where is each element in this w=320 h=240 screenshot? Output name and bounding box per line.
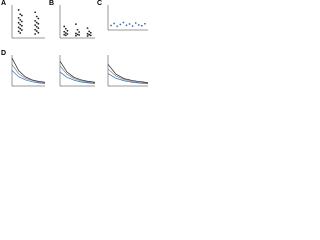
point xyxy=(122,21,125,24)
point xyxy=(86,27,89,29)
point xyxy=(35,30,38,32)
point xyxy=(37,27,40,29)
series-line xyxy=(59,65,96,84)
point xyxy=(137,24,140,26)
series-line xyxy=(107,64,149,83)
point xyxy=(20,24,23,27)
point xyxy=(35,25,38,28)
point xyxy=(113,22,116,25)
panel-label: A xyxy=(1,0,6,7)
point xyxy=(63,33,66,36)
point xyxy=(131,25,134,27)
series-line xyxy=(59,71,96,84)
series-line xyxy=(59,61,96,83)
point xyxy=(89,34,92,37)
point xyxy=(88,30,91,33)
point xyxy=(19,23,22,26)
point xyxy=(116,25,119,28)
point xyxy=(34,33,37,35)
point xyxy=(134,22,137,24)
point xyxy=(19,32,22,34)
point xyxy=(35,15,38,18)
point xyxy=(86,35,89,37)
point xyxy=(75,32,77,35)
series-line xyxy=(11,64,46,84)
point xyxy=(35,21,38,24)
point xyxy=(37,22,40,25)
point xyxy=(75,23,77,26)
point xyxy=(76,28,79,31)
point xyxy=(37,31,40,34)
point xyxy=(66,33,69,35)
point xyxy=(34,28,37,31)
point xyxy=(17,21,20,24)
point xyxy=(86,32,89,35)
point xyxy=(64,27,67,30)
point xyxy=(34,11,37,14)
series-line xyxy=(11,70,46,84)
point xyxy=(64,34,67,37)
point xyxy=(128,23,131,25)
panel-label: C xyxy=(97,0,102,7)
series-line xyxy=(107,68,149,84)
point xyxy=(17,9,20,11)
series-line xyxy=(11,57,46,83)
point xyxy=(20,20,23,23)
point xyxy=(89,31,92,34)
point xyxy=(20,14,23,17)
point xyxy=(110,24,112,27)
point xyxy=(64,32,67,34)
point xyxy=(140,24,143,27)
series-line xyxy=(107,73,149,85)
figure: A B C D xyxy=(1,0,149,87)
point xyxy=(20,29,23,31)
point xyxy=(37,17,40,20)
point xyxy=(66,29,69,32)
point xyxy=(17,26,20,29)
point xyxy=(125,24,128,27)
point xyxy=(75,34,77,37)
point xyxy=(78,34,80,36)
point xyxy=(78,31,80,33)
point xyxy=(17,30,20,33)
panel-label: B xyxy=(49,0,54,7)
point xyxy=(88,33,91,36)
point xyxy=(63,25,66,28)
point xyxy=(144,22,146,25)
point xyxy=(119,23,122,26)
point xyxy=(19,18,22,21)
point xyxy=(34,19,37,22)
point xyxy=(17,16,20,19)
point xyxy=(19,27,22,30)
point xyxy=(63,30,66,33)
point xyxy=(19,13,22,16)
point xyxy=(76,33,79,36)
panel-label: D xyxy=(1,50,6,57)
point xyxy=(34,24,37,27)
